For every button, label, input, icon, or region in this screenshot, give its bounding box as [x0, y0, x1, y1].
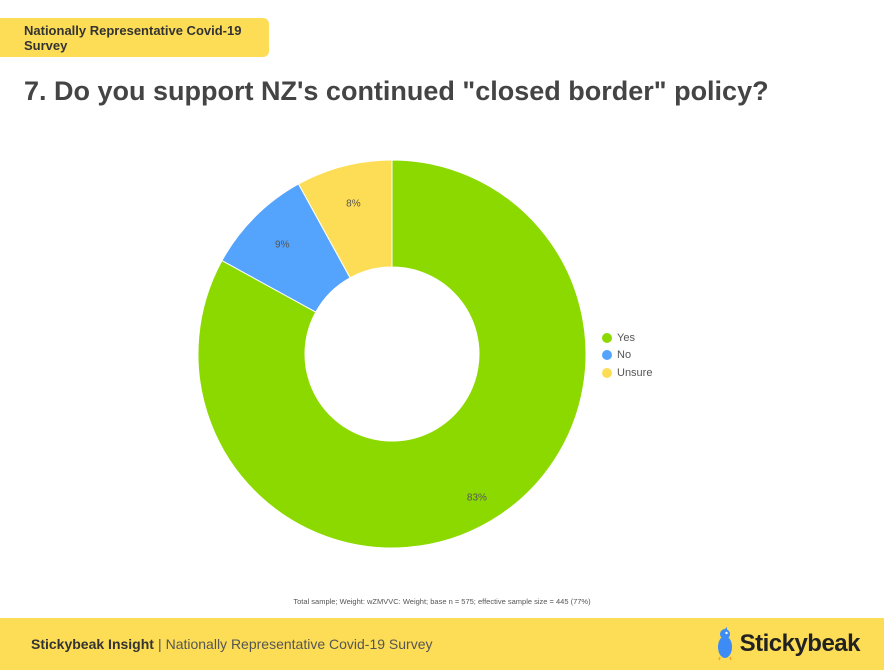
footer-bar: Stickybeak Insight | Nationally Represen… — [0, 618, 884, 670]
data-label-yes: 83% — [467, 493, 487, 504]
chart-legend: Yes No Unsure — [602, 329, 652, 382]
legend-swatch-no — [602, 350, 612, 361]
legend-swatch-unsure — [602, 367, 612, 378]
legend-swatch-yes — [602, 332, 612, 343]
legend-item-unsure: Unsure — [602, 364, 652, 382]
legend-label-unsure: Unsure — [617, 366, 653, 379]
slice-yes — [197, 159, 587, 549]
legend-item-yes: Yes — [602, 329, 652, 347]
footer-subtitle: Nationally Representative Covid-19 Surve… — [165, 636, 433, 652]
question-title: 7. Do you support NZ's continued "closed… — [24, 76, 769, 106]
survey-tag: Nationally Representative Covid-19 Surve… — [0, 18, 269, 57]
bird-icon — [717, 627, 732, 661]
stickybeak-logo: Stickybeak — [714, 618, 861, 670]
footer-brand: Stickybeak Insight — [31, 636, 154, 652]
legend-label-no: No — [617, 349, 632, 362]
sample-footnote: Total sample; Weight: wZMVVC: Weight; ba… — [293, 597, 591, 606]
legend-item-no: No — [602, 347, 652, 365]
data-label-no: 9% — [275, 239, 290, 250]
footer-separator: | — [157, 636, 162, 652]
donut-chart: 83% 9% 8% — [197, 159, 587, 549]
logo-text: Stickybeak — [739, 630, 861, 657]
legend-label-yes: Yes — [617, 331, 635, 344]
slice-unsure — [297, 159, 393, 279]
data-label-unsure: 8% — [346, 199, 361, 210]
